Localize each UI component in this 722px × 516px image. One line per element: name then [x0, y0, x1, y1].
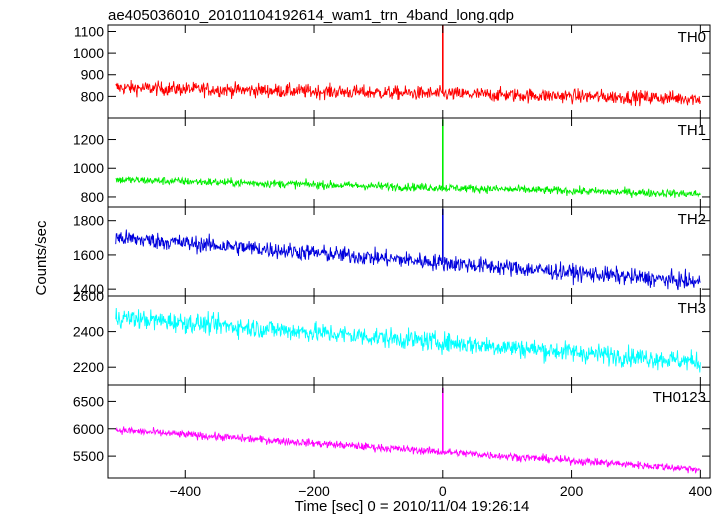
x-tick-label: −400 — [169, 483, 201, 499]
x-tick-label: 200 — [560, 483, 584, 499]
y-tick-label: 1000 — [73, 160, 104, 176]
y-axis-label: Counts/sec — [33, 220, 50, 296]
y-tick-label: 6500 — [73, 393, 104, 409]
panel-frame — [107, 384, 711, 479]
panel-label: TH2 — [678, 211, 706, 228]
x-tick-label: 0 — [439, 483, 447, 499]
panel-label: TH1 — [678, 122, 706, 139]
panel-th1: 800 1000 1200 TH1 — [73, 117, 711, 208]
y-tick-label: 900 — [81, 67, 105, 83]
series-line-th0 — [115, 79, 701, 107]
chart-title: ae405036010_20101104192614_wam1_trn_4ban… — [108, 7, 514, 24]
panel-th2: 1400 1600 1800 TH2 — [73, 206, 711, 297]
y-tick-label: 5500 — [73, 448, 104, 464]
y-tick-label: 1200 — [73, 132, 104, 148]
y-tick-label: 1800 — [73, 213, 104, 229]
y-tick-label: 1100 — [74, 23, 104, 39]
panel-th0: 800 900 1000 1100 TH0 — [73, 23, 711, 119]
x-tick-label: 400 — [689, 483, 713, 499]
y-tick-label: 800 — [81, 88, 105, 104]
panel-label: TH0 — [678, 29, 706, 46]
panel-th3: 2200 2400 2600 TH3 — [73, 288, 711, 386]
x-tick-label: −200 — [298, 483, 330, 499]
x-axis-label: Time [sec] 0 = 2010/11/04 19:26:14 — [295, 498, 530, 515]
panel-th0123: 5500 6000 6500 TH0123 — [73, 384, 711, 479]
panel-frame — [107, 24, 711, 119]
y-tick-label: 6000 — [73, 421, 104, 437]
y-tick-label: 1600 — [73, 247, 104, 263]
series-line-th0123 — [115, 426, 701, 474]
y-tick-label: 800 — [81, 189, 105, 205]
x-axis-ticks: −400 −200 0 200 400 — [169, 483, 712, 499]
panel-label: TH0123 — [653, 389, 706, 406]
series-line-th1 — [115, 175, 701, 198]
series-line-th3 — [115, 308, 701, 373]
y-tick-label: 1000 — [73, 45, 104, 61]
series-line-th2 — [115, 229, 701, 291]
y-tick-label: 2200 — [73, 359, 104, 375]
y-tick-label: 1400 — [73, 281, 104, 297]
panel-label: TH3 — [678, 300, 706, 317]
y-tick-label: 2600 — [73, 288, 104, 304]
y-tick-label: 2400 — [73, 324, 104, 340]
